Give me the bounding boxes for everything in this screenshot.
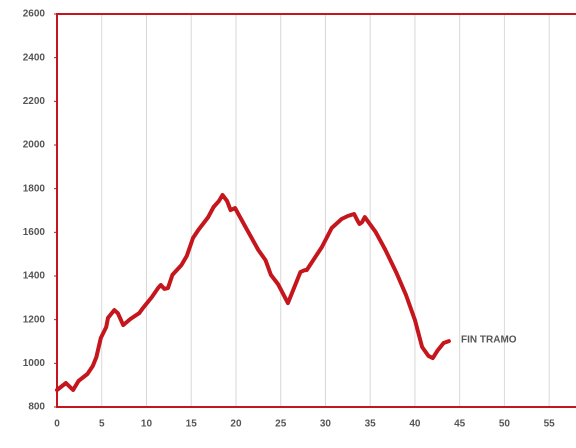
- annotation: FIN TRAMO: [461, 335, 517, 346]
- plot-frame: [56, 13, 576, 408]
- x-tick-label: 30: [320, 419, 332, 430]
- x-tick-label: 45: [454, 419, 466, 430]
- y-tick-label: 1600: [23, 227, 46, 238]
- y-tick-label: 1800: [23, 183, 46, 194]
- y-tick-label: 1400: [23, 271, 46, 282]
- x-tick-label: 5: [99, 419, 105, 430]
- elevation-line: [55, 193, 451, 392]
- y-tick-label: 1200: [23, 314, 46, 325]
- x-tick-label: 0: [54, 419, 60, 430]
- x-tick-label: 55: [544, 419, 556, 430]
- x-tick-label: 25: [275, 419, 287, 430]
- x-tick-label: 50: [499, 419, 511, 430]
- y-tick-label: 2200: [23, 96, 46, 107]
- y-tick-label: 2600: [23, 9, 46, 20]
- x-tick-label: 20: [230, 419, 242, 430]
- x-tick-label: 15: [186, 419, 198, 430]
- y-tick-label: 800: [28, 402, 45, 413]
- y-tick-label: 1000: [23, 358, 46, 369]
- y-tick-label: 2000: [23, 140, 46, 151]
- y-tick-label: 2400: [23, 52, 46, 63]
- x-tick-label: 10: [141, 419, 153, 430]
- x-tick-label: 35: [365, 419, 377, 430]
- x-tick-label: 40: [409, 419, 421, 430]
